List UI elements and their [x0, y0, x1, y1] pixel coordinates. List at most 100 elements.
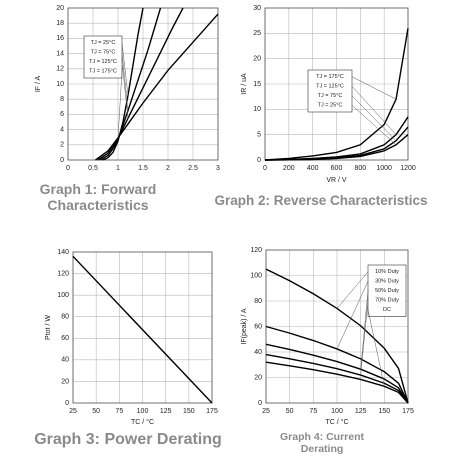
line-series [97, 7, 184, 161]
y-axis-label: IF(peak) / A [241, 308, 248, 345]
x-tick-label: 400 [307, 165, 319, 172]
chart-caption: Graph 3: Power Derating [34, 431, 222, 448]
x-tick-label: 75 [115, 408, 123, 415]
line-series [102, 7, 144, 161]
legend-leader [121, 52, 129, 111]
x-axis-label: TC / °C [131, 418, 154, 426]
y-tick-label: 20 [254, 374, 262, 381]
legend-label: 70% Duty [375, 298, 399, 304]
line-series [265, 361, 409, 404]
line-series [72, 255, 213, 404]
chart-caption: Graph 1: Forward Characteristics [39, 181, 157, 214]
y-tick-label: 12 [56, 66, 64, 73]
x-tick-label: 0.5 [88, 165, 98, 172]
x-tick-label: 0 [66, 165, 70, 172]
line-series [95, 13, 219, 161]
y-tick-label: 16 [56, 35, 64, 42]
x-tick-label: 50 [286, 408, 294, 415]
legend-label: TJ = 125°C [89, 59, 117, 65]
y-tick-label: 100 [57, 292, 69, 299]
legend-label: TJ = 175°C [89, 69, 117, 75]
y-tick-label: 40 [254, 349, 262, 356]
x-tick-label: 150 [183, 408, 195, 415]
chart-caption: Graph 4: Current Derating [279, 431, 364, 456]
x-tick-label: 1200 [400, 165, 416, 172]
x-tick-label: 1 [116, 165, 120, 172]
legend-box [367, 264, 407, 317]
line-series [100, 7, 162, 161]
x-tick-label: 150 [378, 408, 390, 415]
y-tick-label: 140 [57, 249, 69, 256]
x-axis-label: VR / V [326, 177, 347, 184]
x-tick-label: 2.5 [188, 165, 198, 172]
y-axis-label: IR / uA [241, 73, 248, 95]
y-tick-label: 6 [60, 111, 64, 118]
legend-label: DC [383, 307, 391, 313]
legend-leader [121, 42, 129, 96]
y-tick-label: 30 [253, 5, 261, 12]
legend-label: TJ = 25°C [91, 40, 116, 46]
y-tick-label: 60 [61, 335, 69, 342]
legend-leader [121, 61, 129, 119]
legend-leader [351, 86, 397, 135]
y-tick-label: 80 [61, 314, 69, 321]
line-series [264, 28, 409, 161]
x-tick-label: 175 [402, 408, 414, 415]
y-tick-label: 80 [254, 298, 262, 305]
y-tick-label: 5 [257, 132, 261, 139]
legend-leader [360, 290, 369, 370]
line-series [265, 343, 409, 404]
x-tick-label: 125 [355, 408, 367, 415]
plot-frame [72, 251, 213, 404]
y-tick-label: 100 [250, 272, 262, 279]
plot-frame [264, 7, 409, 161]
y-axis-label: IF / A [35, 76, 42, 93]
legend-label: TJ = 175°C [316, 74, 344, 80]
y-tick-label: 40 [61, 357, 69, 364]
y-tick-label: 20 [61, 378, 69, 385]
legend-leader [117, 71, 123, 138]
legend-leader [351, 105, 397, 145]
legend-leader [360, 300, 369, 376]
legend-leader [336, 281, 369, 350]
x-tick-label: 125 [160, 408, 172, 415]
y-tick-label: 14 [56, 50, 64, 57]
x-tick-label: 100 [331, 408, 343, 415]
line-series [265, 325, 409, 404]
legend-leader [351, 76, 397, 100]
y-tick-label: 18 [56, 20, 64, 27]
y-tick-label: 25 [253, 30, 261, 37]
y-tick-label: 120 [57, 270, 69, 277]
legend-box [307, 69, 353, 113]
x-tick-label: 1000 [376, 165, 392, 172]
legend-label: 30% Duty [375, 279, 399, 285]
y-tick-label: 0 [257, 157, 261, 164]
y-tick-label: 8 [60, 96, 64, 103]
legend-label: TJ = 25°C [318, 103, 343, 109]
y-tick-label: 0 [258, 400, 262, 407]
y-tick-label: 2 [60, 142, 64, 149]
x-axis-label: TC / °C [325, 418, 348, 426]
y-tick-label: 4 [60, 126, 64, 133]
x-tick-label: 200 [283, 165, 295, 172]
x-tick-label: 175 [206, 408, 218, 415]
y-tick-label: 15 [253, 81, 261, 88]
x-tick-label: 1.5 [138, 165, 148, 172]
y-tick-label: 0 [65, 400, 69, 407]
legend-label: 50% Duty [375, 288, 399, 294]
legend-label: TJ = 75°C [318, 93, 343, 99]
x-tick-label: 75 [309, 408, 317, 415]
legend-leader [351, 95, 397, 141]
x-tick-label: 3 [216, 165, 220, 172]
x-tick-label: 100 [137, 408, 149, 415]
x-tick-label: 25 [69, 408, 77, 415]
line-series [265, 353, 409, 404]
y-tick-label: 20 [253, 56, 261, 63]
line-series [264, 134, 409, 161]
y-tick-label: 10 [56, 81, 64, 88]
x-tick-label: 25 [262, 408, 270, 415]
y-tick-label: 10 [253, 106, 261, 113]
y-tick-label: 20 [56, 5, 64, 12]
